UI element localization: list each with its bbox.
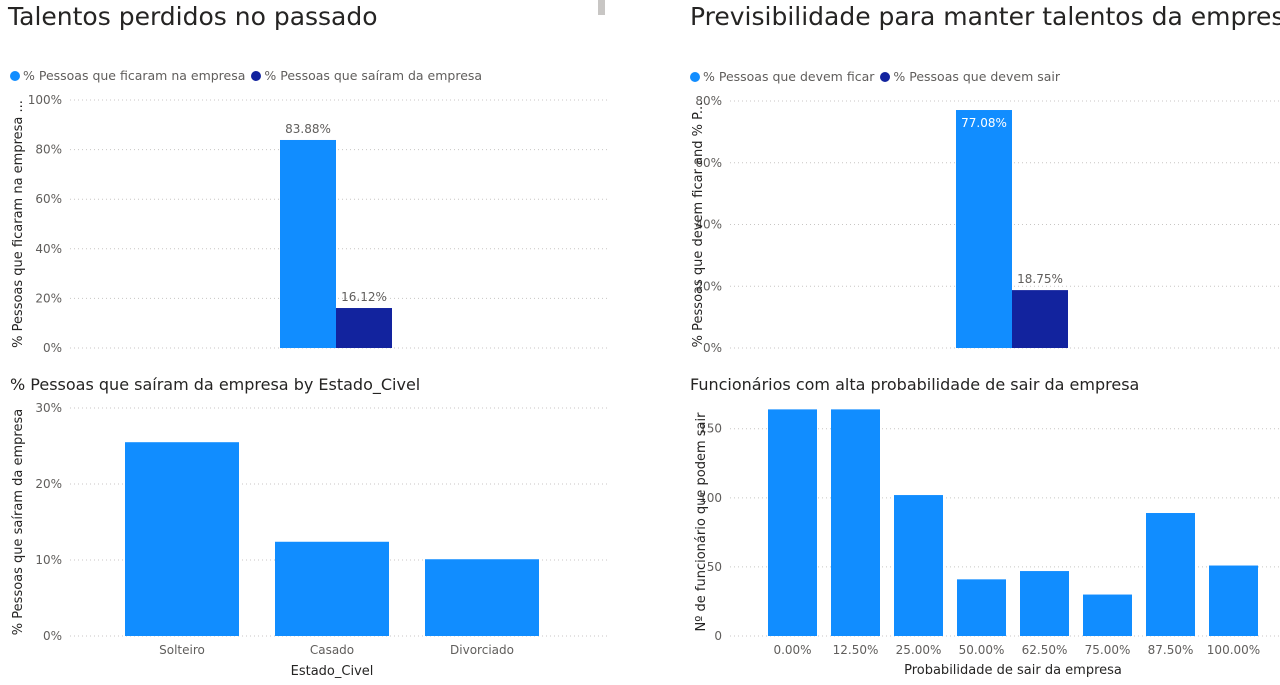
legend-label: % Pessoas que devem ficar [703, 69, 875, 84]
y-tick-label: 50 [707, 560, 722, 574]
y-tick-label: 20% [35, 477, 62, 491]
y-tick-label: 0 [714, 629, 722, 643]
y-tick-label: 10% [35, 553, 62, 567]
page-title-right: Previsibilidade para manter talentos da … [690, 2, 1280, 31]
bar [125, 442, 239, 636]
x-tick-label: 0.00% [773, 643, 811, 657]
bar [1209, 565, 1258, 636]
data-label: 83.88% [285, 122, 331, 136]
legend-right: % Pessoas que devem ficar % Pessoas que … [690, 69, 1066, 84]
y-tick-label: 100 [699, 491, 722, 505]
y-tick-label: 20% [695, 279, 722, 293]
x-tick-label: 87.50% [1148, 643, 1194, 657]
bar [956, 110, 1012, 348]
bar [768, 409, 817, 636]
y-tick-label: 40% [35, 242, 62, 256]
chart-title-probabilidade: Funcionários com alta probabilidade de s… [690, 375, 1140, 394]
y-tick-label: 80% [35, 143, 62, 157]
bar [957, 579, 1006, 636]
x-tick-label: Casado [310, 643, 354, 657]
x-tick-label: Solteiro [159, 643, 205, 657]
chart-saidas-estado-civel: 0% 10% 20% 30% % Pessoas que saíram da empre… [11, 401, 607, 679]
y-tick-label: 0% [703, 341, 722, 355]
page-title-left: Talentos perdidos no passado [8, 2, 378, 31]
y-axis-title: % Pessoas que devem ficar and % P... [691, 102, 706, 348]
bar [1012, 290, 1068, 348]
y-tick-label: 80% [695, 94, 722, 108]
y-tick-label: 0% [43, 629, 62, 643]
bar [336, 308, 392, 348]
chart-talentos-perdidos: 0% 20% 40% 60% 80% 100%% Pessoas que ficaram … [11, 93, 607, 355]
chart-previsibilidade: 0% 20% 40% 60% 80%% Pessoas que devem ficar … [691, 94, 1280, 355]
y-axis-title: % Pessoas que ficaram na empresa ... [11, 100, 26, 348]
bar [425, 559, 539, 636]
x-tick-label: 100.00% [1207, 643, 1260, 657]
legend-dot-icon [690, 71, 700, 82]
y-tick-label: 40% [695, 218, 722, 232]
y-tick-label: 150 [699, 422, 722, 436]
bar [1020, 571, 1069, 636]
legend-item-devem-sair[interactable]: % Pessoas que devem sair [880, 69, 1060, 84]
legend-dot-icon [10, 70, 20, 81]
legend-dot-icon [251, 70, 262, 81]
legend-item-devem-ficar[interactable]: % Pessoas que devem ficar [690, 69, 874, 84]
bar [280, 139, 336, 348]
chart-title-estado-civel: % Pessoas que saíram da empresa by Estad… [10, 375, 421, 394]
x-tick-label: 62.50% [1022, 643, 1068, 657]
legend-dot-icon [880, 71, 891, 82]
data-label: 77.08% [961, 116, 1007, 130]
y-tick-label: 20% [35, 291, 62, 305]
y-tick-label: 30% [35, 401, 62, 415]
legend-label: % Pessoas que saíram da empresa [264, 68, 483, 83]
y-tick-label: 0% [43, 341, 62, 355]
x-axis-title: Probabilidade de sair da empresa [904, 663, 1122, 678]
x-axis-title: Estado_Civel [291, 664, 374, 679]
legend-label: % Pessoas que ficaram na empresa [23, 68, 246, 83]
x-tick-label: Divorciado [450, 643, 514, 657]
legend-left: % Pessoas que ficaram na empresa % Pesso… [10, 68, 488, 83]
y-tick-label: 60% [695, 156, 722, 170]
x-tick-label: 75.00% [1085, 643, 1131, 657]
y-axis-title: % Pessoas que saíram da empresa [11, 409, 26, 635]
y-axis-title: Nº de funcionário que podem sair [694, 412, 709, 632]
y-tick-label: 100% [28, 93, 62, 107]
bar [831, 409, 880, 636]
legend-label: % Pessoas que devem sair [893, 69, 1061, 84]
y-tick-label: 60% [35, 192, 62, 206]
bar [1083, 594, 1132, 636]
scroll-handle[interactable] [598, 0, 605, 15]
bar [275, 541, 389, 636]
data-label: 16.12% [341, 290, 387, 304]
bar [894, 495, 943, 636]
data-label: 18.75% [1017, 272, 1063, 286]
x-tick-label: 25.00% [896, 643, 942, 657]
x-tick-label: 12.50% [833, 643, 879, 657]
x-tick-label: 50.00% [959, 643, 1005, 657]
bar [1146, 513, 1195, 636]
legend-item-ficaram[interactable]: % Pessoas que ficaram na empresa [10, 68, 245, 83]
legend-item-sairam[interactable]: % Pessoas que saíram da empresa [251, 68, 482, 83]
